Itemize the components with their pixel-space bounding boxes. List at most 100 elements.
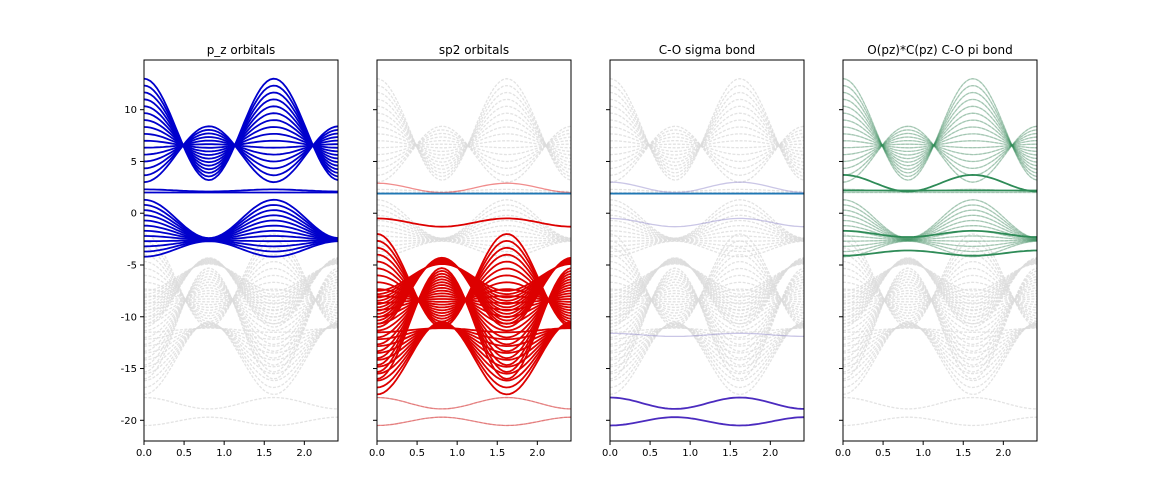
band-line-background xyxy=(610,270,804,373)
band-line-background xyxy=(843,324,1037,361)
band-line-background xyxy=(610,239,804,242)
y-tick-label: 5 xyxy=(131,157,137,168)
band-line-background xyxy=(610,219,804,240)
band-line-background xyxy=(144,270,338,373)
band-line-background xyxy=(843,295,1037,311)
band-line-background xyxy=(843,292,1037,318)
band-line-highlight xyxy=(843,173,1037,193)
band-line-background xyxy=(843,396,1037,410)
x-tick-label: 0.0 xyxy=(369,448,385,459)
x-tick-label: 0.0 xyxy=(602,448,618,459)
band-line-background xyxy=(610,325,804,354)
x-tick-label: 1.5 xyxy=(955,448,971,459)
band-line-highlight xyxy=(377,288,571,306)
band-line-background xyxy=(843,259,1037,315)
band-line-background xyxy=(843,257,1037,328)
band-line-faint xyxy=(843,132,1037,170)
band-line-background xyxy=(843,230,1037,241)
plot-frame xyxy=(143,59,339,442)
band-line-background xyxy=(144,322,338,382)
band-line-background xyxy=(377,132,571,170)
x-tick-label: 2.0 xyxy=(762,448,778,459)
band-line-background xyxy=(610,125,804,183)
band-line-background xyxy=(144,396,338,410)
band-line-background xyxy=(610,321,804,396)
band-line-background xyxy=(144,284,338,339)
band-line-highlight xyxy=(377,286,571,332)
band-line-background xyxy=(377,204,571,240)
subplot-title: O(pz)*C(pz) C-O pi bond xyxy=(867,43,1012,57)
band-line-highlight xyxy=(144,139,338,156)
band-line-background xyxy=(843,140,1037,149)
band-line-background xyxy=(610,257,804,325)
band-line-background xyxy=(377,225,571,241)
band-line-highlight xyxy=(377,325,571,348)
band-line-background xyxy=(144,257,338,328)
x-tick-label: 0.5 xyxy=(875,448,891,459)
band-line-background xyxy=(144,326,338,340)
band-line-highlight xyxy=(610,396,804,410)
band-line-background xyxy=(144,259,338,312)
band-line-background xyxy=(610,263,804,292)
x-tick-label: 1.0 xyxy=(915,448,931,459)
band-line-highlight xyxy=(377,261,571,302)
subplot-4: O(pz)*C(pz) C-O pi bond 0.0 0.5 1.0 1.5 2.0 xyxy=(835,43,1038,459)
plot-frame xyxy=(376,59,572,442)
band-line-faint xyxy=(843,119,1037,160)
band-line-background xyxy=(610,240,804,253)
band-line-highlight xyxy=(377,260,571,305)
band-line-background xyxy=(843,327,1037,333)
band-line-faint xyxy=(843,98,1037,170)
band-line-background xyxy=(377,230,571,241)
subplot-title: p_z orbitals xyxy=(207,43,276,57)
band-line-highlight xyxy=(377,261,571,299)
subplot-2: sp2 orbitals 0.0 0.5 1.0 1.5 2.0 xyxy=(369,43,572,459)
band-line-highlight xyxy=(144,133,338,153)
band-line-background xyxy=(377,125,571,183)
band-line-highlight xyxy=(144,204,338,240)
band-line-background xyxy=(377,214,571,240)
band-line-background xyxy=(610,132,804,170)
band-line-background xyxy=(843,239,1037,242)
band-line-background xyxy=(377,91,571,174)
band-line-background xyxy=(843,289,1037,325)
band-line-background xyxy=(144,261,338,302)
band-line-background xyxy=(144,262,338,299)
x-tick-label: 2.0 xyxy=(529,448,545,459)
band-line-background xyxy=(610,273,804,366)
band-line-faint xyxy=(843,225,1037,241)
band-line-faint xyxy=(843,239,1037,248)
y-tick-label: -15 xyxy=(121,364,137,375)
band-line-background xyxy=(144,323,338,375)
band-line-background xyxy=(377,235,571,241)
x-tick-label: 0.5 xyxy=(409,448,425,459)
band-line-faint xyxy=(843,77,1037,181)
band-line-background xyxy=(843,219,1037,240)
band-line-highlight xyxy=(377,327,571,334)
band-line-background xyxy=(610,262,804,295)
band-line-background xyxy=(843,143,1037,149)
band-line-background xyxy=(610,261,804,302)
x-tick-label: 1.5 xyxy=(256,448,272,459)
band-line-background xyxy=(843,214,1037,240)
band-line-background xyxy=(610,323,804,375)
band-line-background xyxy=(610,324,804,368)
band-line-background xyxy=(144,263,338,292)
band-line-background xyxy=(843,270,1037,373)
band-line-background xyxy=(610,143,804,149)
band-line-background xyxy=(610,112,804,163)
band-line-background xyxy=(843,326,1037,340)
band-line-background xyxy=(843,260,1037,308)
band-line-background xyxy=(610,225,804,241)
band-line-faint xyxy=(610,332,804,338)
band-line-background xyxy=(377,98,571,170)
band-line-faint xyxy=(843,133,1037,153)
band-line-highlight xyxy=(144,229,338,241)
band-line-background xyxy=(843,129,1037,176)
band-line-background xyxy=(610,129,804,176)
band-line-highlight xyxy=(377,323,571,368)
band-line-highlight xyxy=(377,289,571,325)
band-line-background xyxy=(377,139,571,156)
band-line-highlight xyxy=(144,139,338,149)
band-line-faint xyxy=(843,143,1037,149)
